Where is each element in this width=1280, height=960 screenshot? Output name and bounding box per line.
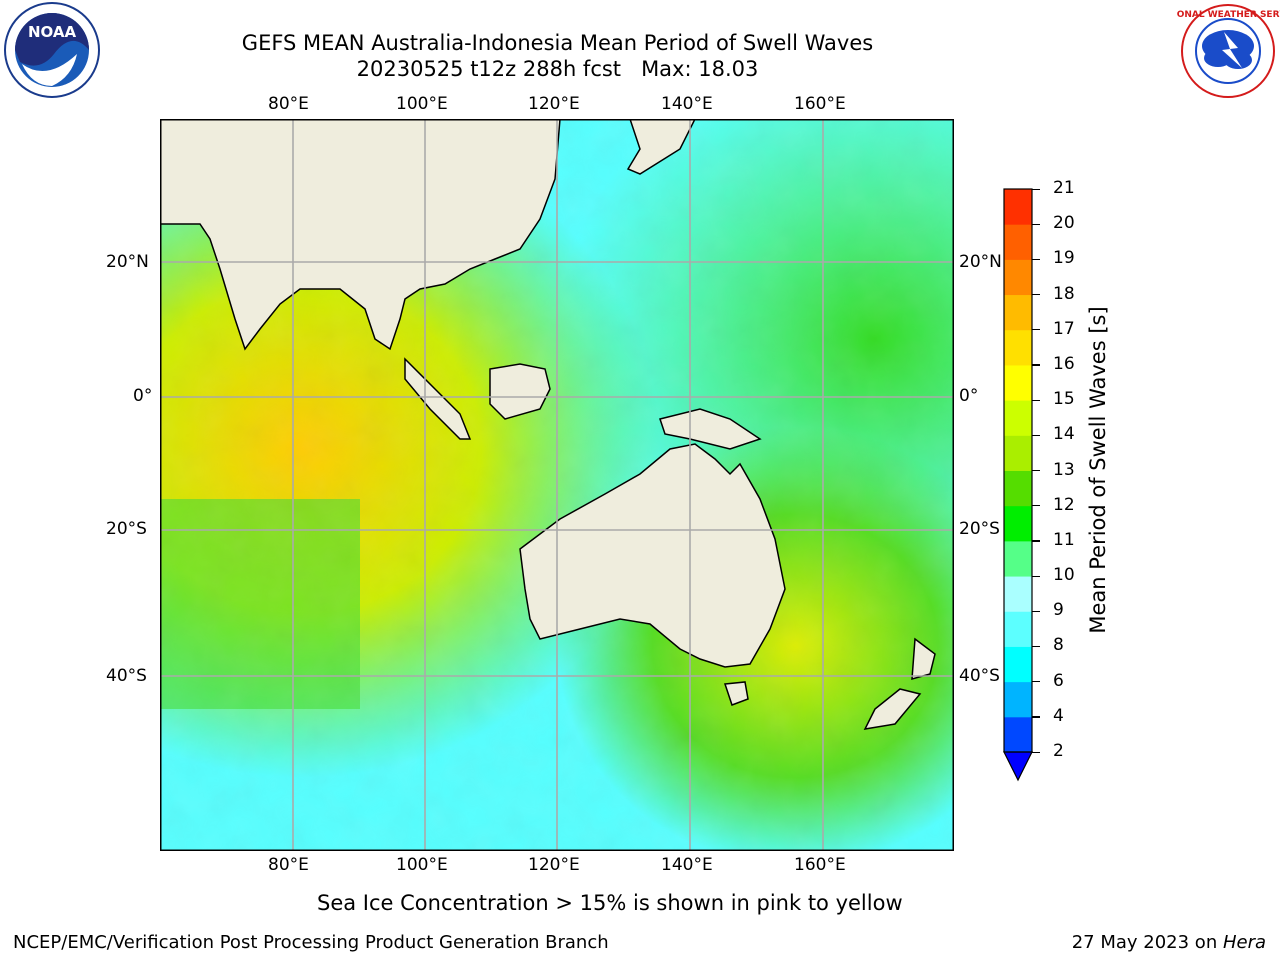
colorbar-segment xyxy=(1004,716,1032,753)
lon-label-top: 160°E xyxy=(794,94,846,114)
colorbar-tick-label: 2 xyxy=(1053,741,1064,761)
colorbar-segment xyxy=(1004,364,1032,401)
colorbar-tick-label: 21 xyxy=(1053,178,1075,198)
colorbar-tick-mark xyxy=(1032,329,1040,331)
colorbar-tick-mark xyxy=(1032,716,1040,718)
colorbar-tick-mark xyxy=(1032,505,1040,507)
swell-period-map xyxy=(160,119,954,851)
noaa-logo-icon: NOAA xyxy=(4,2,100,98)
colorbar-segment xyxy=(1004,329,1032,366)
lat-label-left: 40°S xyxy=(106,666,147,686)
colorbar-tick-label: 17 xyxy=(1053,318,1075,339)
lat-label-left: 0° xyxy=(133,386,153,406)
colorbar-tick-label: 16 xyxy=(1053,353,1075,374)
lon-label-bottom: 120°E xyxy=(528,855,580,875)
colorbar-tick-label: 11 xyxy=(1053,529,1075,550)
colorbar-tick-label: 20 xyxy=(1053,213,1075,234)
lat-label-right: 20°N xyxy=(959,252,1002,272)
colorbar-segment xyxy=(1004,646,1032,683)
lon-label-bottom: 160°E xyxy=(794,855,846,875)
footer-machine: Hera xyxy=(1222,932,1266,953)
colorbar-segment xyxy=(1004,681,1032,718)
colorbar-tick-mark xyxy=(1032,223,1040,225)
sea-ice-note: Sea Ice Concentration > 15% is shown in … xyxy=(317,891,903,915)
footer-date-text: 27 May 2023 on xyxy=(1071,932,1223,953)
lon-label-top: 120°E xyxy=(528,94,580,114)
colorbar-tick-mark xyxy=(1032,645,1040,648)
colorbar-tick-label: 19 xyxy=(1053,248,1075,269)
colorbar-segment xyxy=(1004,611,1032,647)
colorbar-tick-label: 18 xyxy=(1053,283,1075,304)
map-subtitle: 20230525 t12z 288h fcst Max: 18.03 xyxy=(356,57,759,81)
colorbar-tick-mark xyxy=(1032,540,1040,542)
colorbar xyxy=(1003,188,1033,782)
colorbar-extend-icon xyxy=(1003,751,1033,782)
colorbar-label: Mean Period of Swell Waves [s] xyxy=(1086,306,1110,634)
colorbar-tick-mark xyxy=(1032,610,1040,612)
colorbar-tick-mark xyxy=(1032,470,1040,472)
colorbar-segment xyxy=(1004,470,1032,507)
nws-logo-text: NATIONAL WEATHER SERVICE xyxy=(1176,10,1280,20)
colorbar-segment xyxy=(1004,505,1032,542)
colorbar-tick-label: 10 xyxy=(1053,565,1075,586)
colorbar-tick-label: 13 xyxy=(1053,459,1075,480)
lon-label-bottom: 100°E xyxy=(396,855,448,875)
colorbar-tick-mark xyxy=(1032,364,1040,366)
lat-label-left: 20°S xyxy=(106,519,147,539)
colorbar-segment xyxy=(1004,400,1032,436)
colorbar-tick-label: 4 xyxy=(1053,705,1064,726)
colorbar-tick-mark xyxy=(1032,258,1040,261)
colorbar-tick-mark xyxy=(1032,434,1040,436)
map-title: GEFS MEAN Australia-Indonesia Mean Perio… xyxy=(241,31,874,55)
footer-branch: NCEP/EMC/Verification Post Processing Pr… xyxy=(13,932,609,953)
nws-logo-icon: NATIONAL WEATHER SERVICE xyxy=(1176,4,1280,98)
footer-date: 27 May 2023 on Hera xyxy=(1072,932,1266,953)
colorbar-segment xyxy=(1004,259,1032,296)
lon-label-bottom: 140°E xyxy=(661,855,713,875)
lat-label-right: 0° xyxy=(959,386,979,406)
lon-label-top: 100°E xyxy=(396,94,448,114)
noaa-logo-text: NOAA xyxy=(28,23,77,41)
colorbar-segment xyxy=(1004,189,1032,225)
colorbar-tick-mark xyxy=(1032,681,1040,683)
colorbar-tick-label: 6 xyxy=(1053,670,1064,691)
colorbar-tick-label: 14 xyxy=(1053,424,1075,445)
colorbar-tick-mark xyxy=(1032,575,1040,577)
lon-label-top: 140°E xyxy=(661,94,713,114)
colorbar-tick-label: 9 xyxy=(1053,600,1064,621)
colorbar-segment xyxy=(1004,224,1032,260)
lon-label-top: 80°E xyxy=(268,94,309,114)
colorbar-tick-mark xyxy=(1032,188,1040,190)
colorbar-segment xyxy=(1004,435,1032,471)
colorbar-tick-mark xyxy=(1032,294,1040,296)
colorbar-tick-label: 12 xyxy=(1053,494,1075,515)
lat-label-left: 20°N xyxy=(106,252,149,272)
colorbar-tick-label: 15 xyxy=(1053,389,1075,410)
colorbar-segment xyxy=(1004,294,1032,331)
lon-label-bottom: 80°E xyxy=(268,855,309,875)
lat-label-right: 40°S xyxy=(959,666,1000,686)
lat-label-right: 20°S xyxy=(959,519,1000,539)
colorbar-tick-mark xyxy=(1032,751,1040,753)
colorbar-tick-mark xyxy=(1032,399,1040,401)
colorbar-segment xyxy=(1004,540,1032,577)
colorbar-tick-label: 8 xyxy=(1053,635,1064,656)
colorbar-segment xyxy=(1004,576,1032,612)
